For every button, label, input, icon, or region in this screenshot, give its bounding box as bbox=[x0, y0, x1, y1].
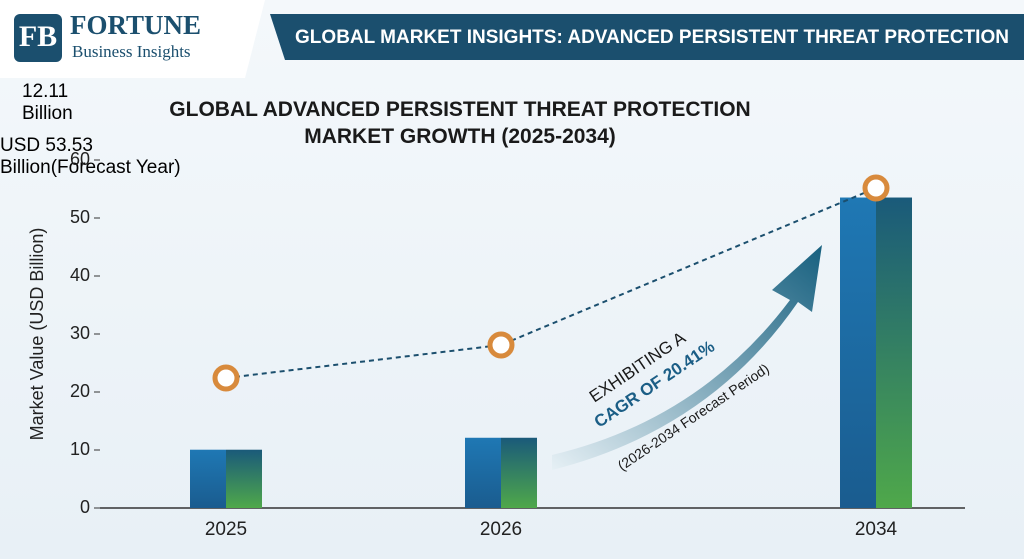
bar bbox=[190, 449, 226, 508]
logo-top: FORTUNE bbox=[70, 10, 201, 40]
y-tick-label: 0 bbox=[80, 497, 90, 517]
banner: GLOBAL MARKET INSIGHTS: ADVANCED PERSIST… bbox=[295, 27, 1009, 48]
y-tick-label: 60 bbox=[70, 149, 90, 169]
point-marker bbox=[212, 364, 240, 392]
bar bbox=[840, 197, 876, 508]
x-tick-label: 2025 bbox=[205, 519, 247, 540]
point-marker bbox=[487, 331, 515, 359]
y-tick-label: 50 bbox=[70, 207, 90, 227]
y-tick-label: 10 bbox=[70, 439, 90, 459]
logo-bg bbox=[0, 0, 265, 78]
banner-bg bbox=[270, 14, 1024, 60]
trend-line bbox=[225, 187, 877, 379]
value-label: USD 53.53 Billion bbox=[0, 135, 93, 178]
bar-shade bbox=[226, 449, 262, 508]
x-tick-label: 2034 bbox=[855, 519, 898, 540]
y-tick-label: 30 bbox=[70, 323, 90, 343]
logo-bottom: Business Insights bbox=[72, 42, 191, 61]
bar-shade bbox=[501, 437, 537, 508]
x-tick-label: 2026 bbox=[480, 519, 522, 540]
point-marker bbox=[862, 174, 890, 202]
value-callout: USD 53.53 Billion(Forecast Year) bbox=[0, 130, 192, 184]
chart-title: GLOBAL ADVANCED PERSISTENT THREAT PROTEC… bbox=[169, 98, 751, 148]
y-tick-label: 20 bbox=[70, 381, 90, 401]
y-axis-label: Market Value (USD Billion) bbox=[27, 228, 47, 441]
bar bbox=[465, 437, 501, 508]
y-tick-label: 40 bbox=[70, 265, 90, 285]
value-note: (Forecast Year) bbox=[50, 157, 181, 178]
bar-shade bbox=[876, 197, 912, 508]
logo-mark: FB bbox=[19, 20, 57, 53]
logo-icon bbox=[14, 14, 62, 62]
